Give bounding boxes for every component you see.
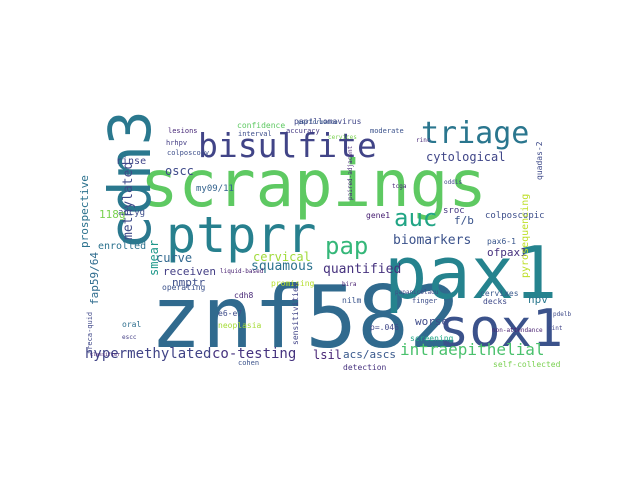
word-cloud-word: ptprr: [166, 206, 317, 264]
word-cloud-word: colposcopy: [167, 149, 209, 157]
word-cloud-word: biomarkers: [393, 233, 471, 248]
word-cloud-word: oscc: [165, 164, 194, 178]
word-cloud-word: tcga: [392, 183, 407, 190]
word-cloud-word: rinc: [416, 137, 431, 144]
word-cloud-word: pyrosequencing: [520, 194, 531, 278]
word-cloud-word: decks: [483, 297, 507, 306]
word-cloud-word: quantified: [323, 262, 401, 277]
word-cloud-word: prospective: [78, 175, 91, 248]
word-cloud-word: e6-e7: [218, 309, 242, 318]
word-cloud-word: self-collected: [493, 360, 561, 369]
word-cloud-word: cdn3: [96, 110, 164, 250]
word-cloud-word: f/b: [454, 214, 474, 227]
word-cloud-word: 118g: [99, 208, 126, 221]
word-cloud-word: adcyg: [118, 208, 145, 218]
word-cloud-word: performance: [298, 119, 338, 126]
word-cloud-word: non-attendance: [492, 327, 543, 334]
word-cloud-word: cytological: [426, 150, 505, 164]
word-cloud-word: receiven: [163, 265, 216, 278]
word-cloud-word: finger: [412, 297, 437, 305]
word-cloud-word: intraepithelial: [400, 340, 545, 359]
word-cloud-word: triage: [421, 116, 529, 151]
word-cloud-word: classifier: [90, 352, 120, 358]
word-cloud-word: enrolled: [98, 241, 146, 252]
word-cloud-word: oral: [122, 320, 141, 329]
word-cloud-word: cervices: [328, 134, 357, 141]
word-cloud-word: sroc: [443, 206, 465, 216]
word-cloud-word: cohen: [238, 359, 259, 367]
word-cloud-word: confidence: [237, 121, 285, 130]
word-cloud-word: cervixes: [480, 289, 519, 298]
word-cloud-word: paired-adjacent: [347, 145, 354, 200]
word-cloud-word: pax6-1: [487, 237, 516, 246]
word-cloud-word: operating: [162, 283, 206, 292]
word-cloud-word: accuracy: [286, 127, 320, 135]
word-cloud-word: acs/ascs: [343, 348, 396, 361]
word-cloud-word: screening: [410, 334, 454, 343]
word-cloud-word: bira: [342, 281, 357, 288]
word-cloud-word: scrapings: [140, 148, 487, 222]
word-cloud-word: znf582: [150, 268, 461, 368]
word-cloud-word: nmptr: [172, 276, 205, 289]
word-cloud-word: hpv: [528, 293, 548, 306]
word-cloud-word: bisulfite: [198, 126, 377, 165]
word-cloud-word: papillomavirus: [294, 117, 362, 126]
word-cloud-word: co-testing: [212, 346, 296, 362]
word-cloud-word: smear: [147, 240, 161, 276]
word-cloud-word: auc: [394, 204, 437, 232]
word-cloud-word: promising: [271, 279, 315, 288]
word-cloud-word: sensitivities: [291, 282, 300, 345]
word-cloud-word: my09/11: [196, 184, 234, 194]
word-cloud-word: moderate: [370, 127, 404, 135]
word-cloud-word: colposcopic: [485, 211, 545, 221]
word-cloud-word: cdh8: [234, 291, 253, 300]
word-cloud-word: areca-quid: [86, 312, 94, 354]
word-cloud-word: lsil: [313, 348, 342, 362]
word-cloud-word: liquid-based: [220, 268, 264, 275]
word-cloud-word: ofpax1: [487, 246, 527, 259]
word-cloud-word: methylated: [121, 162, 136, 240]
word-cloud-word: papanicolaou: [395, 289, 439, 296]
word-cloud-word: gene1: [366, 211, 390, 220]
word-cloud-word: lesions: [168, 127, 198, 135]
word-cloud-word: fap59/64: [88, 252, 101, 305]
word-cloud-word: interval: [238, 130, 272, 138]
word-cloud-word: neoplasia: [218, 321, 262, 330]
word-cloud-word: worse: [415, 315, 448, 328]
word-cloud-word: detection: [343, 363, 387, 372]
word-cloud-word: pdelb: [553, 311, 571, 318]
word-cloud-word: escc: [122, 334, 137, 341]
word-cloud-word: hypermethylated: [85, 346, 211, 362]
word-cloud-word: rinse: [116, 156, 146, 167]
word-cloud-word: p=.046: [370, 323, 399, 332]
word-cloud-word: oddis: [444, 179, 462, 186]
word-cloud-word: sox1: [438, 299, 563, 359]
word-cloud-word: pap: [325, 232, 368, 260]
word-cloud-word: squamous: [251, 259, 314, 274]
word-cloud-word: hrhpv: [166, 139, 187, 147]
word-cloud-word: nilm: [342, 296, 361, 305]
word-cloud-word: pax1: [384, 231, 557, 315]
word-cloud-word: cint: [548, 325, 563, 332]
word-cloud-word: cervical: [253, 250, 311, 264]
word-cloud-word: curve: [156, 251, 192, 265]
word-cloud-word: quadas-2: [535, 141, 544, 180]
